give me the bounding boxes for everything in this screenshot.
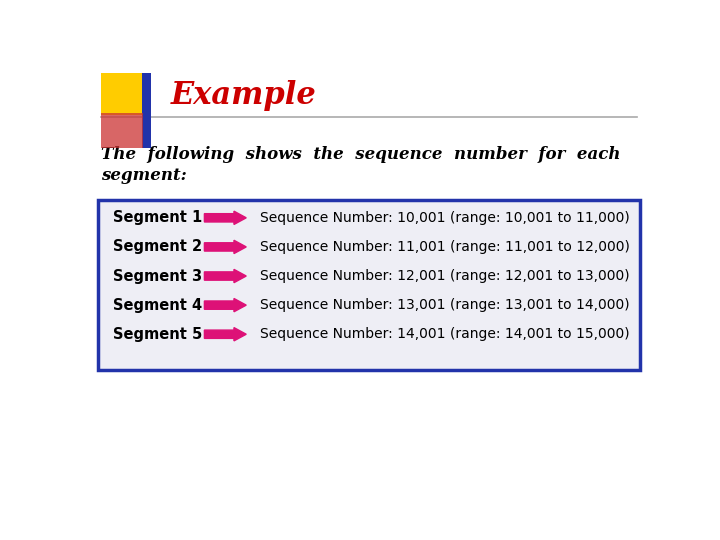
Text: Example: Example [171,80,317,111]
Text: Segment 1: Segment 1 [114,210,203,225]
Text: Sequence Number: 14,001 (range: 14,001 to 15,000): Sequence Number: 14,001 (range: 14,001 t… [260,327,630,341]
FancyArrow shape [204,240,246,254]
Text: The  following  shows  the  sequence  number  for  each: The following shows the sequence number … [101,146,621,163]
Text: Segment 4: Segment 4 [114,298,202,313]
Text: Segment 2: Segment 2 [114,239,202,254]
Text: Sequence Number: 10,001 (range: 10,001 to 11,000): Sequence Number: 10,001 (range: 10,001 t… [260,211,630,225]
Text: segment:: segment: [101,167,187,184]
FancyArrow shape [204,211,246,225]
Text: Sequence Number: 12,001 (range: 12,001 to 13,000): Sequence Number: 12,001 (range: 12,001 t… [260,269,630,283]
FancyBboxPatch shape [99,200,639,370]
FancyArrow shape [204,269,246,282]
Text: Sequence Number: 11,001 (range: 11,001 to 12,000): Sequence Number: 11,001 (range: 11,001 t… [260,240,630,254]
Text: Segment 3: Segment 3 [114,268,202,284]
FancyArrow shape [204,328,246,341]
Text: Sequence Number: 13,001 (range: 13,001 to 14,000): Sequence Number: 13,001 (range: 13,001 t… [260,298,630,312]
FancyBboxPatch shape [101,113,143,148]
FancyBboxPatch shape [101,73,143,114]
FancyArrow shape [204,299,246,312]
Text: Segment 5: Segment 5 [114,327,203,342]
FancyBboxPatch shape [142,73,150,148]
